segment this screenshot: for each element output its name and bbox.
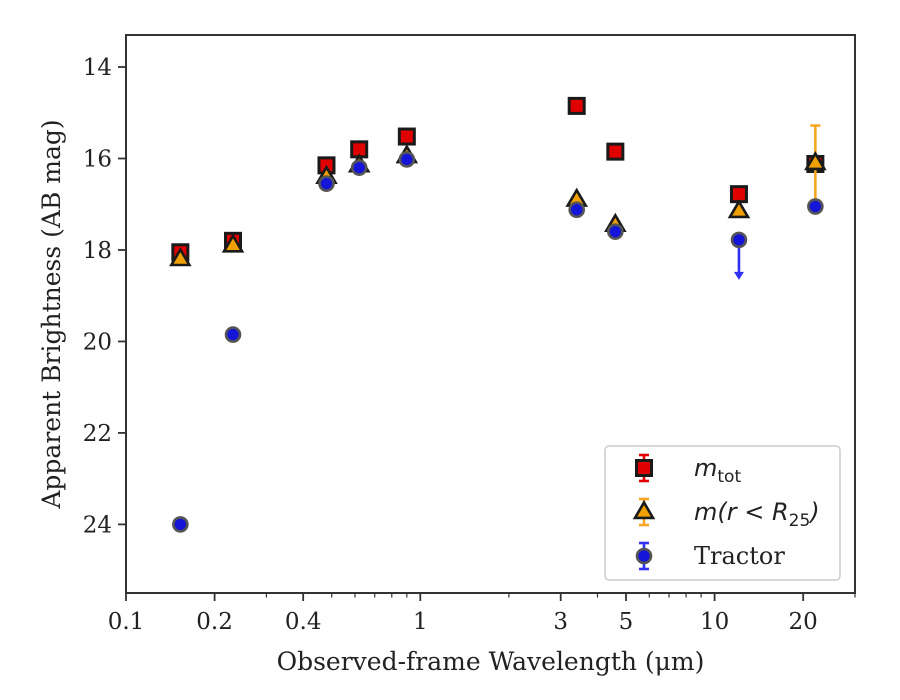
y-tick-label: 22 [83,421,112,447]
x-tick-label: 0.2 [196,609,233,635]
data-point [350,159,368,176]
x-tick-label: 5 [619,609,634,635]
plot-frame [125,34,856,594]
y-tick-label: 20 [83,329,112,355]
legend-marker [635,459,653,477]
x-tick-label: 10 [700,609,729,635]
legend: mtot m(r < R25) Tractor [604,445,841,581]
legend-entry: m(r < R25) [632,497,820,531]
series-circle [172,151,824,533]
legend-label: m(r < R25) [694,498,820,531]
data-point [172,516,189,533]
x-axis-label: Observed-frame Wavelength (μm) [277,647,705,676]
data-point [606,142,625,161]
x-tick-label: 3 [553,609,568,635]
series-triangle [169,124,827,267]
data-point [567,96,586,115]
y-tick-label: 16 [83,146,112,172]
data-point [727,199,751,219]
y-tick-label: 24 [83,512,112,538]
x-axis-ticks: 0.1 0.2 0.4 1 3 5 10 20 [108,593,818,635]
legend-marker [635,547,653,565]
data-point [568,201,586,219]
x-tick-label: 0.4 [285,609,322,635]
y-tick-label: 18 [83,238,112,264]
y-axis-ticks: 14 16 18 20 22 24 [83,55,126,538]
x-tick-label: 20 [789,609,818,635]
legend-label: Tractor [694,542,785,570]
data-point [169,247,192,267]
legend-label: mtot [694,454,741,487]
data-point [224,326,242,343]
y-tick-label: 14 [83,55,112,81]
upper-limit-arrowhead [733,271,744,280]
series-square [171,96,825,262]
y-axis-label: Apparent Brightness (AB mag) [37,119,66,509]
data-point [607,223,624,240]
data-point [318,175,335,192]
data-point [398,151,416,168]
legend-entry: Tractor [635,541,785,571]
data-point [804,150,827,171]
x-tick-label: 1 [413,609,428,635]
data-point [221,233,245,253]
data-point [730,231,748,249]
data-point [397,127,416,146]
plot-area [169,96,827,533]
x-tick-label: 0.1 [108,609,145,635]
legend-marker [632,499,656,520]
legend-frame [604,445,841,581]
data-point [807,198,824,215]
legend-entry: mtot [635,453,741,487]
